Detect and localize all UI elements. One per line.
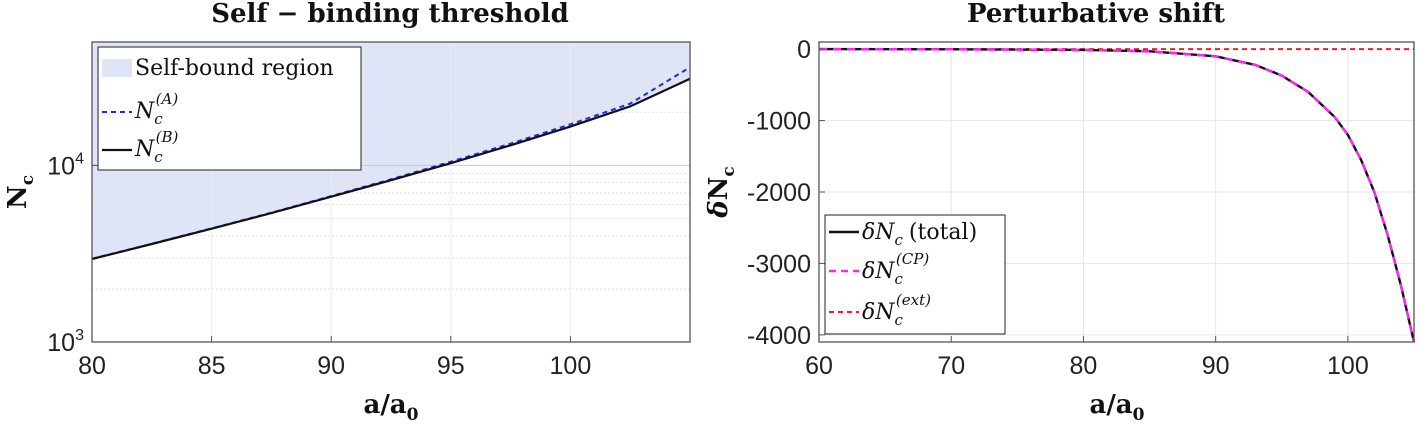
y-tick-label: -3000 xyxy=(747,250,811,278)
left-panel: Self − binding threshold 80 85 90 95 100 103… xyxy=(3,0,691,424)
y-tick-label: 103 xyxy=(47,327,84,357)
legend-label-delta-nc-cp: δNc(CP) xyxy=(862,250,929,288)
x-tick-label: 80 xyxy=(1070,352,1098,380)
x-tick-label: 95 xyxy=(437,352,465,380)
series-line-delta-nc-cp xyxy=(818,47,1416,343)
y-tick-label: 0 xyxy=(797,36,811,64)
right-legend-box xyxy=(824,214,1006,335)
right-y-axis-label: δNc xyxy=(704,166,739,218)
right-panel: Perturbative shift 60 70 80 90 100 0 -1000 -20… xyxy=(704,0,1416,424)
x-tick-label: 100 xyxy=(1327,352,1369,380)
series-line-nc-b xyxy=(91,77,691,261)
legend-label-nc-b: Nc(B) xyxy=(134,128,179,166)
y-tick-label: -1000 xyxy=(747,108,811,136)
left-chart-title: Self − binding threshold xyxy=(211,0,569,29)
left-legend: Self-bound region Nc(A) Nc(B) xyxy=(97,46,362,171)
x-tick-label: 70 xyxy=(937,352,965,380)
legend-label-shaded: Self-bound region xyxy=(135,56,334,81)
legend-swatch-shaded xyxy=(102,59,132,77)
left-x-axis-label: a/a0 xyxy=(363,390,418,424)
right-y-ticks: 0 -1000 -2000 -3000 -4000 xyxy=(747,36,825,350)
right-x-ticks: 60 70 80 90 100 xyxy=(805,336,1369,380)
legend-label-delta-nc-ext: δNc(ext) xyxy=(862,291,931,329)
left-x-ticks: 80 85 90 95 100 xyxy=(78,336,591,380)
left-y-axis-label: Nc xyxy=(3,175,38,209)
x-tick-label: 100 xyxy=(550,352,592,380)
legend-label-nc-a: Nc(A) xyxy=(134,90,178,128)
x-tick-label: 85 xyxy=(198,352,226,380)
legend-label-delta-nc-total: δNc (total) xyxy=(862,220,977,249)
right-legend: δNc (total) δNc(CP) δNc(ext) xyxy=(824,214,1006,335)
x-tick-label: 80 xyxy=(78,352,106,380)
x-tick-label: 90 xyxy=(317,352,345,380)
right-x-axis-label: a/a0 xyxy=(1089,390,1144,424)
left-legend-box xyxy=(97,46,362,171)
x-tick-label: 90 xyxy=(1202,352,1230,380)
y-tick-label: 104 xyxy=(47,150,84,180)
y-tick-label: -2000 xyxy=(747,179,811,207)
left-plot-frame xyxy=(91,41,691,343)
right-chart-title: Perturbative shift xyxy=(967,0,1225,29)
y-tick-label: -4000 xyxy=(747,322,811,350)
x-tick-label: 60 xyxy=(805,352,833,380)
left-y-ticks: 103 104 xyxy=(47,150,98,357)
